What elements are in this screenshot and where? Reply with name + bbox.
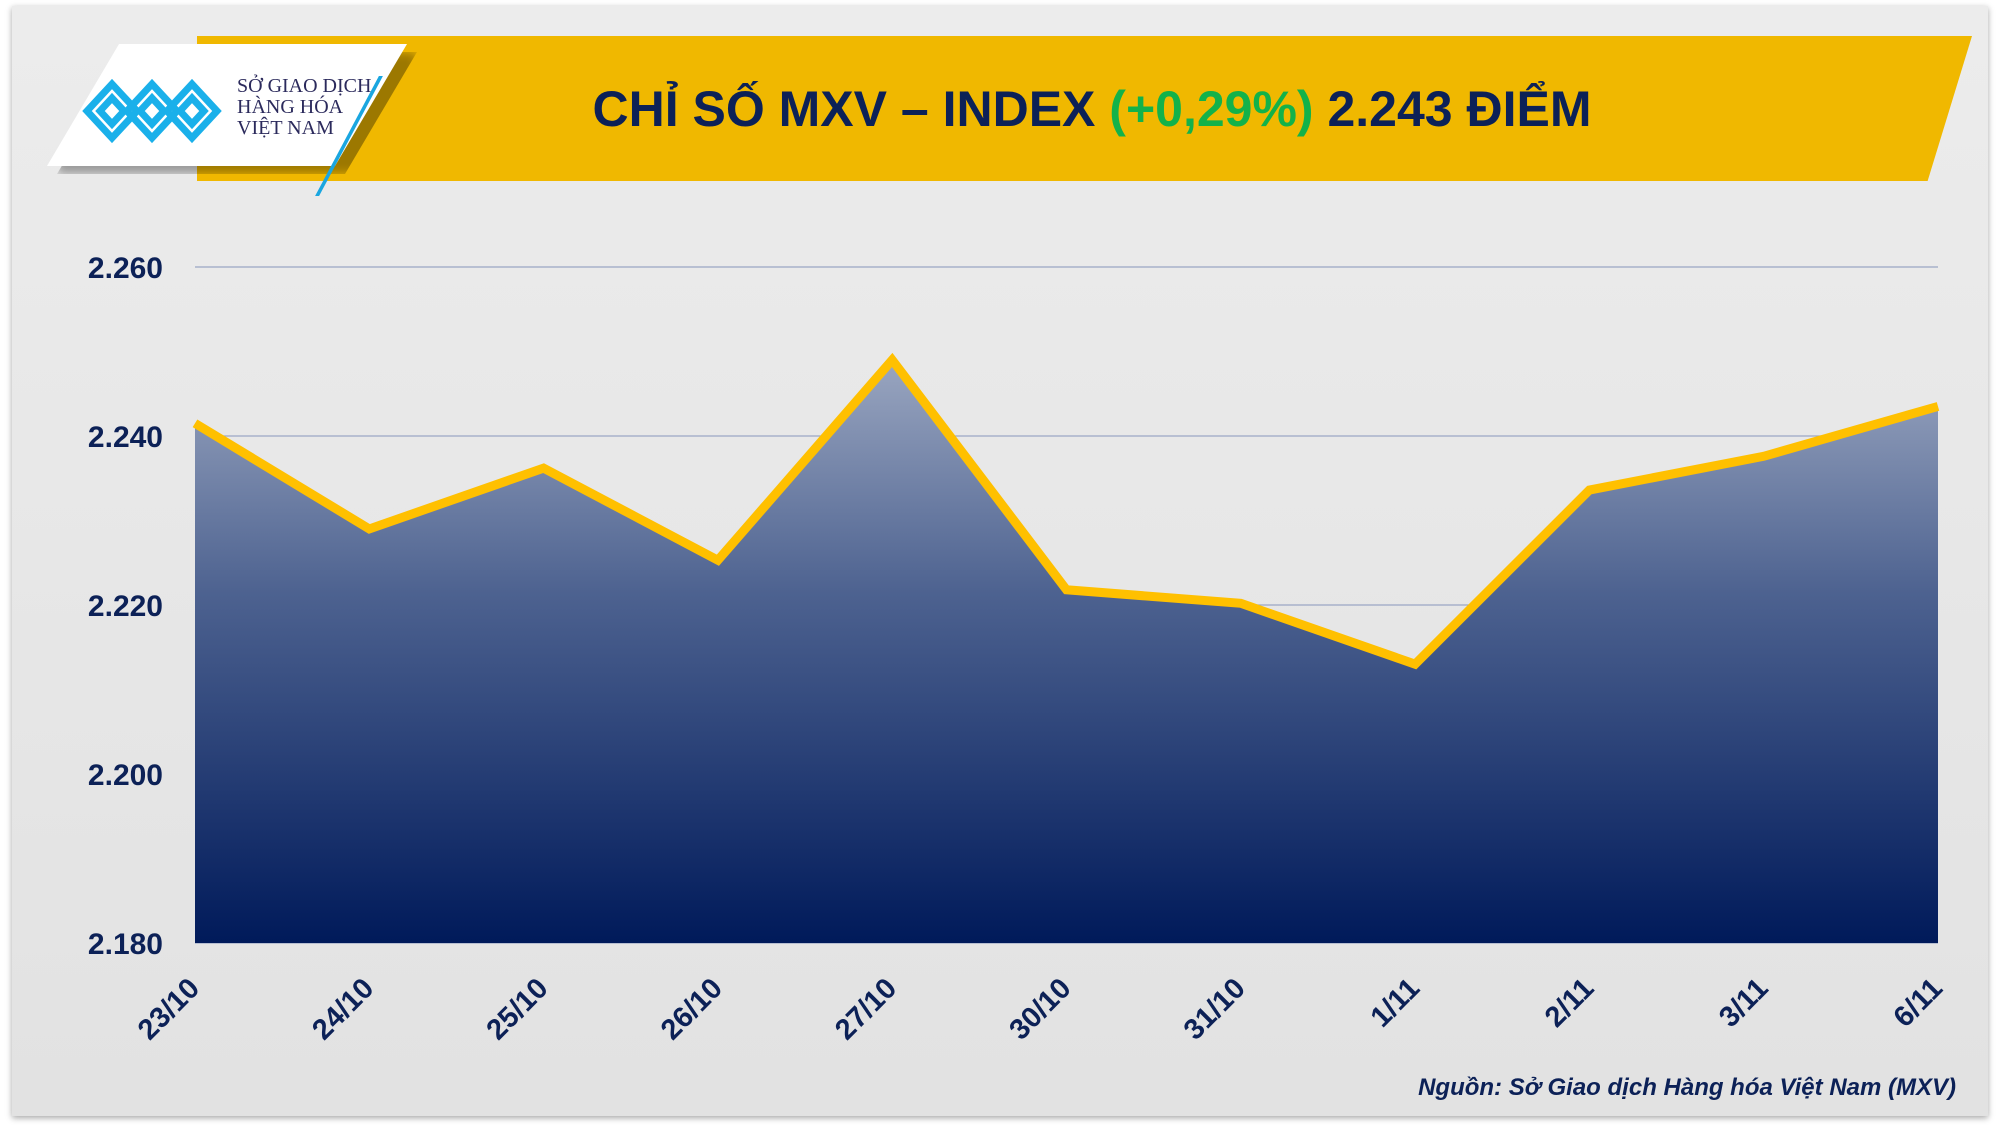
- area-chart: 2.260 2.240 2.220 2.200 2.180 23/10 24/10 25/1…: [88, 252, 1949, 1046]
- logo-line-3: VIỆT NAM: [237, 117, 334, 139]
- logo-text: SỞ GIAO DỊCH HÀNG HÓA VIỆT NAM: [237, 76, 371, 139]
- x-tick-label: 1/11: [1365, 972, 1426, 1033]
- title-banner: [197, 36, 1972, 181]
- y-tick-label: 2.200: [88, 759, 163, 792]
- x-tick-label: 31/10: [1178, 972, 1252, 1046]
- y-tick-label: 2.180: [88, 928, 163, 961]
- x-tick-label: 26/10: [655, 972, 729, 1046]
- x-tick-label: 23/10: [132, 972, 206, 1046]
- source-note: Nguồn: Sở Giao dịch Hàng hóa Việt Nam (M…: [1418, 1074, 1956, 1101]
- x-tick-label: 25/10: [481, 972, 555, 1046]
- title-change: (+0,29%): [1109, 80, 1314, 137]
- logo-line-1: SỞ GIAO DỊCH: [237, 75, 372, 97]
- x-tick-label: 2/11: [1539, 972, 1600, 1033]
- mxv-logo-icon: [82, 78, 222, 144]
- infographic-frame: CHỈ SỐ MXV – INDEX (+0,29%) 2.243 ĐIỂM S…: [12, 6, 1988, 1116]
- area-fill: [195, 359, 1938, 943]
- title-value: 2.243 ĐIỂM: [1313, 80, 1592, 137]
- x-tick-label: 27/10: [829, 972, 903, 1046]
- x-tick-label: 6/11: [1888, 972, 1949, 1033]
- logo-line-2: HÀNG HÓA: [237, 96, 344, 118]
- title-prefix: CHỈ SỐ MXV – INDEX: [592, 80, 1110, 137]
- chart-title: CHỈ SỐ MXV – INDEX (+0,29%) 2.243 ĐIỂM: [312, 36, 1872, 181]
- x-tick-label: 3/11: [1713, 972, 1774, 1033]
- y-tick-label: 2.260: [88, 252, 163, 285]
- y-tick-label: 2.240: [88, 421, 163, 454]
- y-tick-label: 2.220: [88, 590, 163, 623]
- x-tick-label: 30/10: [1004, 972, 1078, 1046]
- x-tick-label: 24/10: [306, 972, 380, 1046]
